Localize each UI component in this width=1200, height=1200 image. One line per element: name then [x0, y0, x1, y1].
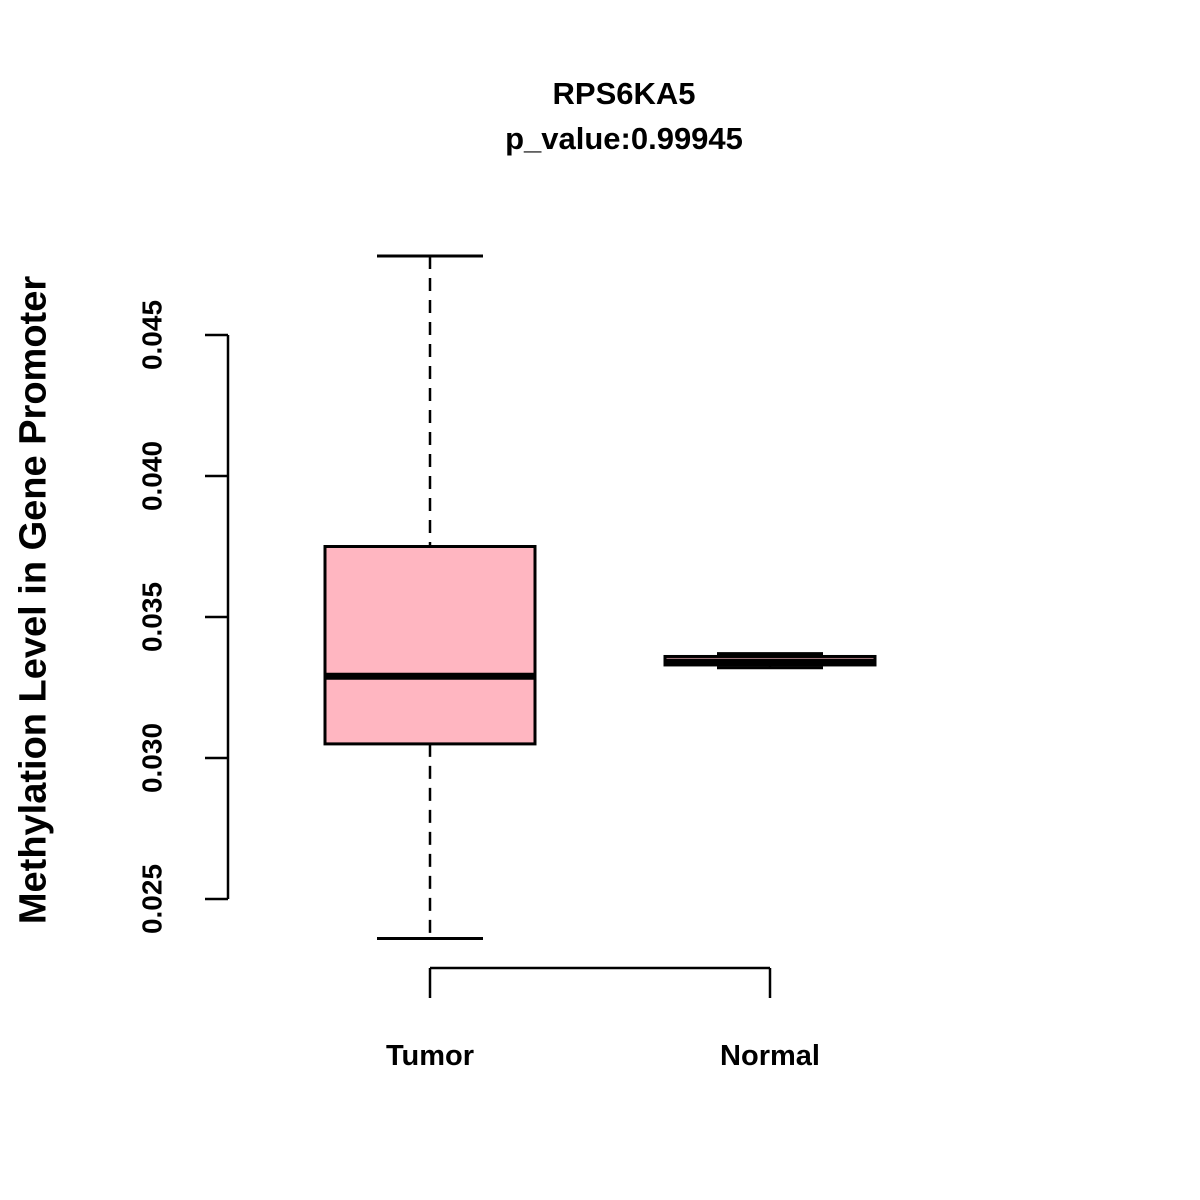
y-axis-label: Methylation Level in Gene Promoter	[12, 275, 55, 925]
y-tick-label: 0.045	[137, 300, 168, 370]
chart-title: RPS6KA5	[552, 76, 696, 111]
y-tick-label: 0.035	[137, 582, 168, 652]
y-tick-label: 0.040	[137, 441, 168, 511]
chart-subtitle: p_value:0.99945	[505, 121, 743, 156]
box-tumor	[323, 545, 537, 746]
x-category-label-normal: Normal	[720, 1040, 820, 1072]
y-tick-label: 0.030	[137, 723, 168, 793]
y-tick-label: 0.025	[137, 864, 168, 934]
x-category-label-tumor: Tumor	[385, 1040, 475, 1072]
